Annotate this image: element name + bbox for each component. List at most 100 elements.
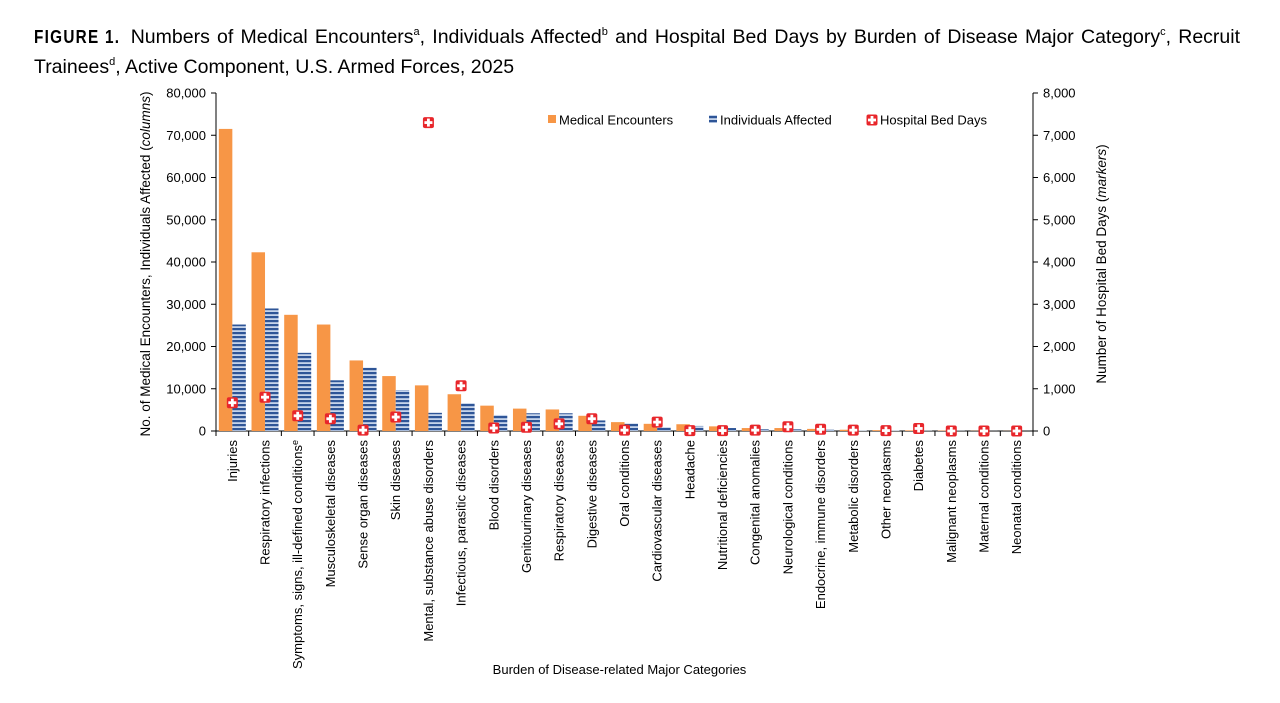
marker-hospital-bed-days xyxy=(357,424,369,436)
category-label: Cardiovascular diseases xyxy=(650,440,665,582)
category-label: Sense organ diseases xyxy=(356,440,371,569)
left-tick-label: 80,000 xyxy=(166,86,206,101)
figure-label: FIGURE 1. xyxy=(34,27,121,47)
category-label: Genitourinary diseases xyxy=(519,440,534,573)
marker-hospital-bed-days xyxy=(226,397,238,409)
category-label: Infectious, parasitic diseases xyxy=(454,440,469,607)
title-footnote-marker: a xyxy=(413,26,420,38)
bar-individuals-affected xyxy=(722,428,737,431)
title-footnote-marker: b xyxy=(601,26,608,38)
right-tick-label: 8,000 xyxy=(1043,86,1076,101)
category-label: Diabetes xyxy=(911,440,926,492)
legend-label: Hospital Bed Days xyxy=(880,113,987,128)
category-label: Blood disorders xyxy=(486,440,501,531)
marker-hospital-bed-days xyxy=(292,410,304,422)
bar-medical-encounters xyxy=(611,422,625,431)
title-text: Numbers of Medical Encounters xyxy=(123,26,414,48)
category-label: Mental, substance abuse disorders xyxy=(421,440,436,642)
right-axis-title: Number of Hospital Bed Days (markers) xyxy=(1094,144,1109,383)
marker-hospital-bed-days xyxy=(749,424,761,436)
category-label: Skin diseases xyxy=(388,440,403,521)
bar-individuals-affected xyxy=(232,324,246,431)
legend-swatch-individuals-affected xyxy=(709,115,717,123)
marker-hospital-bed-days xyxy=(913,422,925,434)
left-tick-label: 70,000 xyxy=(166,128,206,143)
category-label: Oral conditions xyxy=(617,440,632,527)
title-text: and Hospital Bed Days by Burden of Disea… xyxy=(607,26,1161,48)
right-tick-label: 1,000 xyxy=(1043,381,1076,396)
title-text: , Individuals Affected xyxy=(419,26,602,48)
bar-individuals-affected xyxy=(755,429,769,431)
marker-hospital-bed-days xyxy=(455,380,467,392)
bar-individuals-affected xyxy=(428,412,442,431)
bar-medical-encounters xyxy=(905,430,919,431)
category-label: Maternal conditions xyxy=(976,440,991,553)
bar-medical-encounters xyxy=(807,428,821,431)
category-label: Metabolic disorders xyxy=(846,440,861,553)
bar-medical-encounters xyxy=(839,429,854,431)
left-tick-label: 40,000 xyxy=(166,255,206,270)
left-tick-label: 0 xyxy=(199,424,206,439)
title-footnote-marker: d xyxy=(109,56,116,68)
category-label: Endocrine, immune disorders xyxy=(813,440,828,610)
marker-hospital-bed-days xyxy=(553,418,565,430)
marker-hospital-bed-days xyxy=(782,421,794,433)
marker-hospital-bed-days xyxy=(324,413,336,425)
category-label: Neurological conditions xyxy=(780,440,795,575)
category-label: Respiratory infections xyxy=(258,440,273,565)
marker-hospital-bed-days xyxy=(422,117,434,129)
legend-label: Medical Encounters xyxy=(559,113,674,128)
left-tick-label: 60,000 xyxy=(166,170,206,185)
bar-medical-encounters xyxy=(676,424,690,431)
title-footnote-marker: c xyxy=(1160,26,1166,38)
bar-medical-encounters xyxy=(643,423,658,431)
category-label: Digestive diseases xyxy=(584,440,599,549)
category-label: Other neoplasms xyxy=(878,440,893,539)
category-label: Headache xyxy=(682,440,697,499)
bar-individuals-affected xyxy=(787,429,802,431)
category-label: Malignant neoplasms xyxy=(944,440,959,563)
right-tick-label: 0 xyxy=(1043,424,1050,439)
bar-individuals-affected xyxy=(363,367,377,431)
bar-individuals-affected xyxy=(820,429,835,431)
bar-medical-encounters xyxy=(284,314,298,431)
marker-hospital-bed-days xyxy=(684,425,696,437)
marker-hospital-bed-days xyxy=(259,391,271,403)
bar-individuals-affected xyxy=(265,308,279,431)
bar-medical-encounters xyxy=(774,428,788,431)
marker-hospital-bed-days xyxy=(619,424,630,436)
category-label: Symptoms, signs, ill-defined conditionse xyxy=(290,440,305,669)
category-label: Neonatal conditions xyxy=(1009,440,1024,555)
marker-hospital-bed-days xyxy=(978,425,990,437)
right-tick-label: 2,000 xyxy=(1043,339,1076,354)
right-tick-label: 6,000 xyxy=(1043,170,1076,185)
marker-hospital-bed-days xyxy=(390,411,402,423)
left-tick-label: 10,000 xyxy=(166,381,206,396)
bar-medical-encounters xyxy=(349,360,364,431)
marker-hospital-bed-days xyxy=(488,422,500,434)
title-text: , Active Component, U.S. Armed Forces, 2… xyxy=(115,56,515,78)
marker-hospital-bed-days xyxy=(717,425,729,437)
marker-hospital-bed-days xyxy=(847,424,859,436)
marker-hospital-bed-days xyxy=(945,425,957,437)
marker-hospital-bed-days xyxy=(815,423,827,435)
bar-medical-encounters xyxy=(218,128,233,431)
bar-medical-encounters xyxy=(316,324,331,431)
right-tick-label: 4,000 xyxy=(1043,255,1076,270)
legend-label: Individuals Affected xyxy=(720,113,832,128)
bar-medical-encounters xyxy=(251,252,266,431)
marker-hospital-bed-days xyxy=(651,416,663,428)
bar-individuals-affected xyxy=(591,420,606,431)
bar-individuals-affected xyxy=(461,403,475,431)
figure-title: FIGURE 1. Numbers of Medical Encountersa… xyxy=(34,20,1240,80)
bar-individuals-affected xyxy=(657,427,671,431)
bar-medical-encounters xyxy=(872,430,886,431)
x-axis-title: Burden of Disease-related Major Categori… xyxy=(493,662,747,677)
left-axis-title: No. of Medical Encounters, Individuals A… xyxy=(138,92,153,437)
bar-medical-encounters xyxy=(447,394,462,431)
bar-medical-encounters xyxy=(382,376,396,431)
right-tick-label: 3,000 xyxy=(1043,297,1076,312)
left-tick-label: 30,000 xyxy=(166,297,206,312)
bar-individuals-affected xyxy=(395,390,410,431)
